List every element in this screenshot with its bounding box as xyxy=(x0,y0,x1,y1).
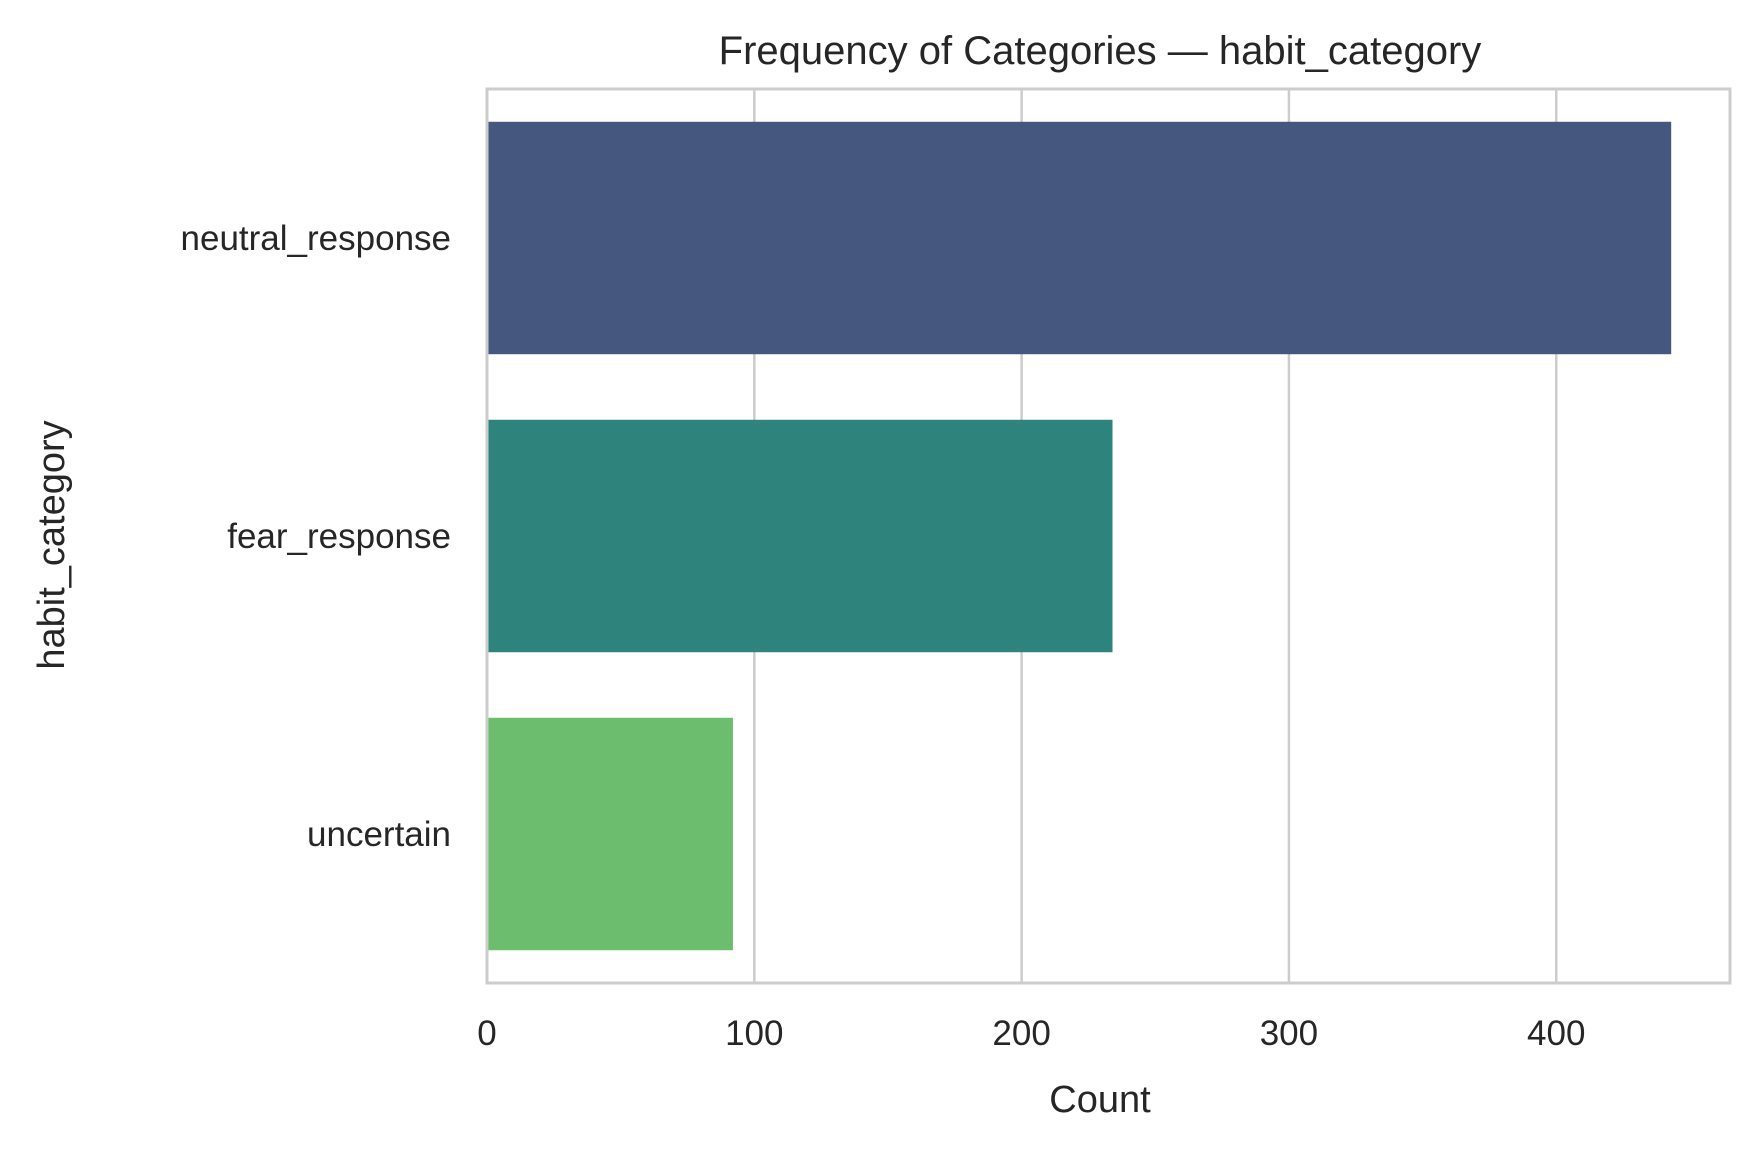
x-axis-ticks: 0 100 200 300 400 xyxy=(477,1014,1585,1053)
bar-neutral-response xyxy=(487,121,1672,355)
x-tick-label: 100 xyxy=(725,1014,783,1053)
y-tick-label: neutral_response xyxy=(181,219,451,258)
x-tick-label: 200 xyxy=(992,1014,1050,1053)
y-tick-label: fear_response xyxy=(227,517,451,556)
bars-layer xyxy=(487,121,1672,951)
x-tick-label: 0 xyxy=(477,1014,496,1053)
x-tick-label: 300 xyxy=(1260,1014,1318,1053)
x-axis-label: Count xyxy=(1049,1079,1151,1121)
chart-title: Frequency of Categories — habit_category xyxy=(719,29,1482,73)
x-tick-label: 400 xyxy=(1527,1014,1585,1053)
bar-fear-response xyxy=(487,419,1113,653)
plot-frame xyxy=(485,87,1732,985)
y-tick-label: uncertain xyxy=(307,815,451,854)
y-axis-label: habit_category xyxy=(31,420,73,669)
y-axis-ticks: neutral_response fear_response uncertain xyxy=(181,219,451,854)
bar-uncertain xyxy=(487,717,733,951)
